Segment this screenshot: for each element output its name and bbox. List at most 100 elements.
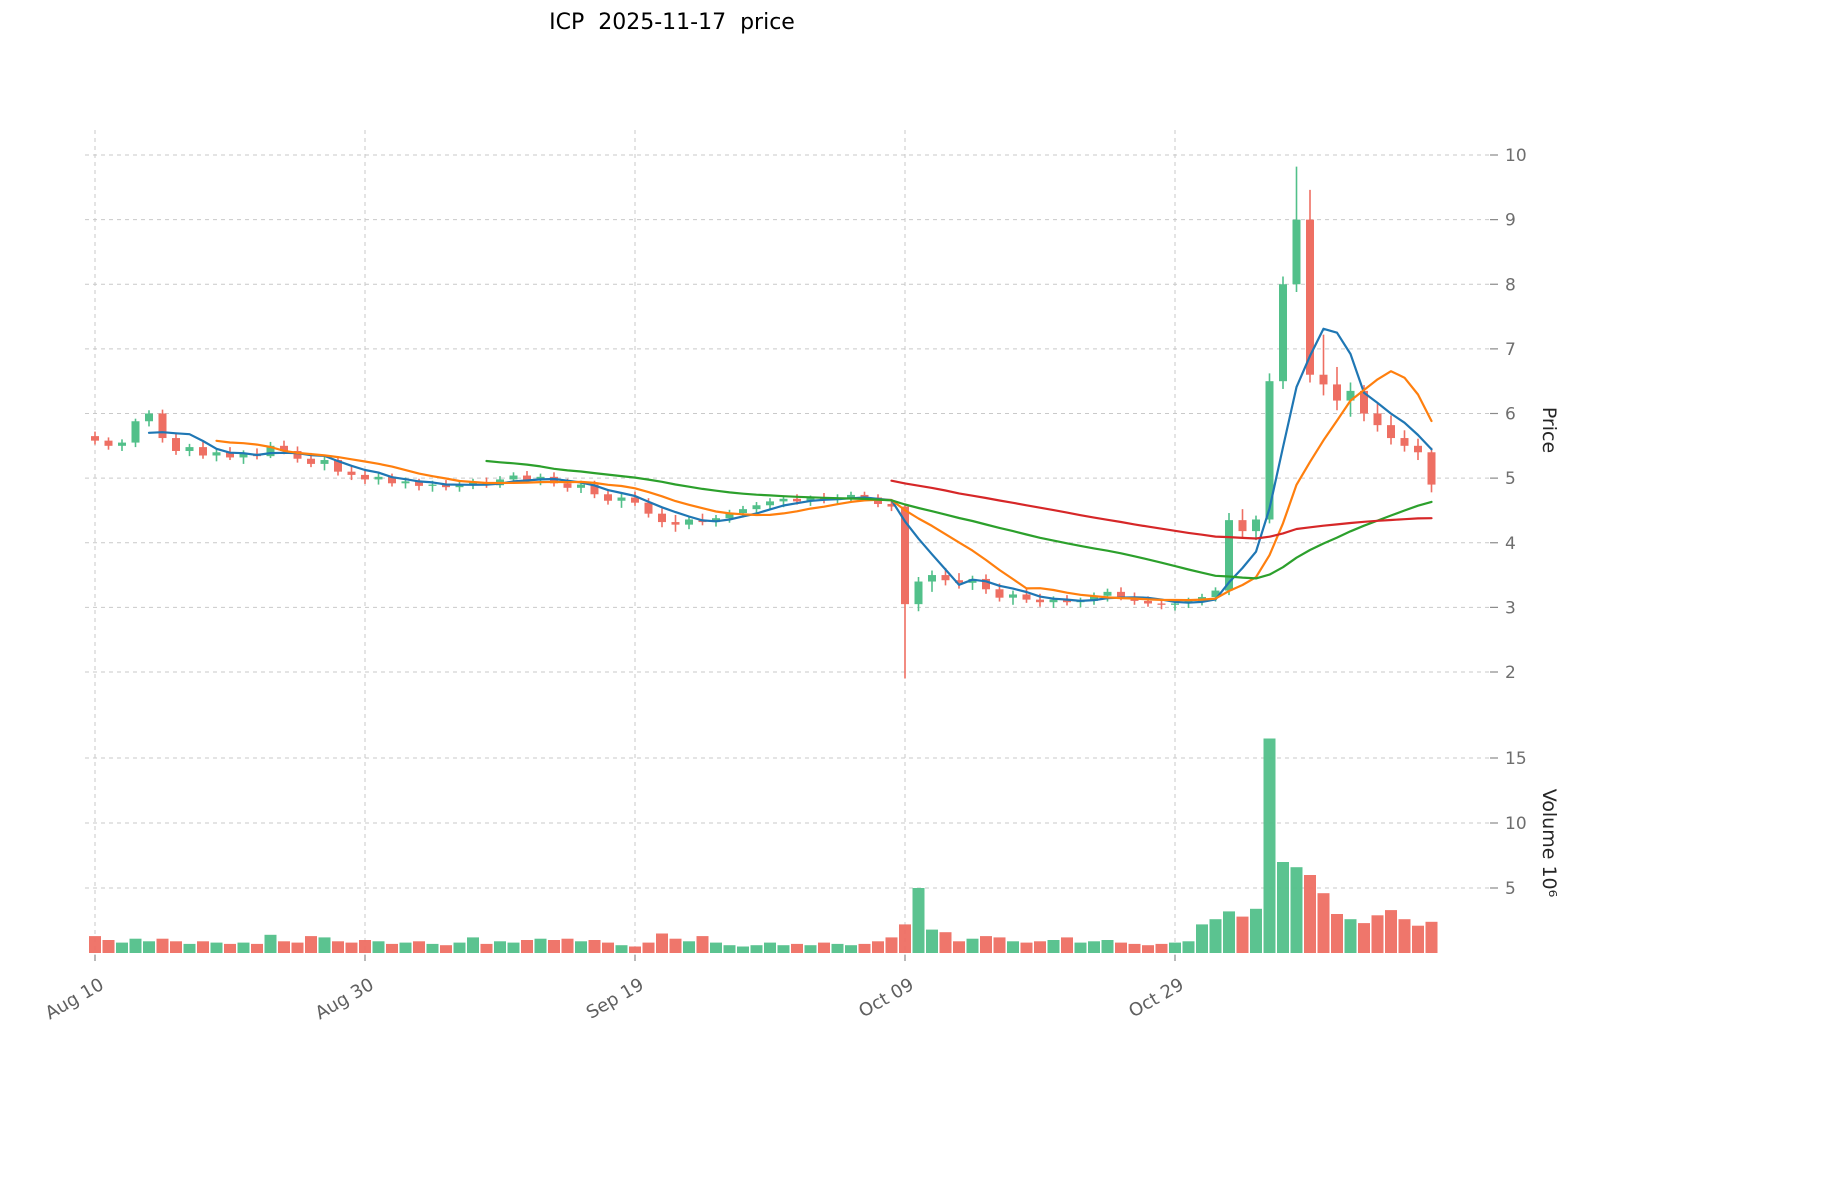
- candle-body: [401, 481, 410, 484]
- candle-body: [1022, 594, 1031, 600]
- candle-body: [1063, 599, 1071, 603]
- volume-bar: [1223, 911, 1235, 953]
- volume-tick-label: 5: [1505, 879, 1516, 899]
- candle-body: [469, 482, 477, 485]
- candle-body: [226, 452, 234, 458]
- candle-body: [428, 484, 437, 486]
- price-tick-label: 6: [1505, 405, 1516, 425]
- volume-bar: [1209, 919, 1222, 953]
- volume-bar: [305, 936, 317, 953]
- volume-bars: [89, 738, 1438, 953]
- volume-bar: [1412, 925, 1424, 953]
- volume-bar: [1250, 908, 1262, 953]
- candle-body: [631, 497, 639, 503]
- candle-body: [671, 522, 680, 525]
- candle-body: [91, 436, 99, 441]
- volume-bar: [251, 943, 263, 953]
- volume-bar: [818, 942, 830, 953]
- volume-bar: [143, 941, 155, 953]
- price-tick-label: 8: [1505, 275, 1516, 295]
- candle-body: [604, 494, 612, 501]
- candle-body: [212, 452, 221, 456]
- volume-bar: [480, 943, 493, 953]
- price-tick-label: 4: [1505, 534, 1516, 554]
- candle-body: [995, 589, 1004, 598]
- volume-bar: [89, 936, 101, 953]
- volume-bar: [291, 942, 304, 953]
- candle-body: [1225, 520, 1233, 591]
- volume-bar: [116, 942, 128, 953]
- candle-body: [158, 413, 167, 439]
- candles: [91, 166, 1436, 679]
- volume-bar: [750, 945, 763, 953]
- candle-body: [361, 474, 369, 480]
- chart-plot-area: 10 9 8 7 6 5 4 3 2 15 10 5 Aug 10 Aug 30 Sep 19 Oct 09 O…: [42, 130, 1527, 1024]
- volume-bar: [1425, 921, 1438, 953]
- volume-tick-label: 10: [1505, 814, 1527, 834]
- candle-body: [509, 475, 518, 480]
- volume-bar: [845, 945, 857, 953]
- volume-bar: [804, 945, 817, 953]
- volume-bar: [264, 934, 277, 953]
- price-axis-label: Price: [1538, 407, 1560, 453]
- candle-body: [1400, 438, 1409, 446]
- candle-body: [185, 447, 194, 451]
- candle-body: [347, 471, 356, 475]
- candle-body: [239, 453, 248, 458]
- volume-bar: [980, 936, 992, 953]
- volume-bar: [534, 938, 547, 953]
- volume-bar: [548, 940, 560, 953]
- volume-bar: [1074, 942, 1087, 953]
- volume-bar: [791, 943, 803, 953]
- candle-body: [941, 575, 950, 581]
- volume-bar: [1061, 937, 1073, 953]
- price-tick-label: 5: [1505, 469, 1516, 489]
- volume-bar: [588, 940, 601, 953]
- candle-body: [779, 498, 788, 502]
- candle-body: [563, 483, 572, 488]
- candle-body: [1103, 591, 1112, 596]
- volume-bar: [1155, 943, 1168, 953]
- candle-body: [914, 581, 923, 605]
- volume-bar: [494, 941, 506, 953]
- volume-bar: [1371, 915, 1384, 953]
- candle-body: [1319, 374, 1328, 385]
- volume-tick-label: 15: [1505, 749, 1527, 769]
- candle-body: [1171, 603, 1179, 605]
- candle-body: [1346, 390, 1355, 401]
- candle-body: [1373, 413, 1382, 426]
- candle-body: [172, 438, 180, 451]
- volume-bar: [629, 946, 641, 953]
- volume-bar: [1317, 893, 1330, 953]
- price-tick-label: 10: [1505, 146, 1527, 166]
- volume-bar: [1385, 910, 1397, 953]
- volume-bar: [615, 945, 628, 953]
- volume-bar: [602, 942, 614, 953]
- axis-ticks: 10 9 8 7 6 5 4 3 2 15 10 5 Aug 10 Aug 30 Sep 19 Oct 09 O…: [42, 146, 1527, 1024]
- volume-bar: [467, 937, 479, 953]
- candle-body: [1117, 591, 1125, 598]
- candle-body: [1238, 520, 1247, 532]
- candle-body: [1265, 381, 1274, 520]
- candle-body: [901, 506, 909, 605]
- candle-body: [1306, 219, 1314, 375]
- candle-body: [739, 509, 747, 514]
- volume-bar: [372, 941, 385, 953]
- volume-bar: [183, 943, 196, 953]
- candle-body: [442, 484, 450, 488]
- volume-bar: [1169, 942, 1181, 953]
- candle-body: [1049, 599, 1058, 603]
- ma-line-sma30: [485, 459, 1433, 580]
- volume-bar: [1277, 862, 1289, 953]
- candle-body: [415, 481, 423, 486]
- candle-body: [752, 505, 761, 510]
- volume-bar: [710, 942, 722, 953]
- volume-bar: [993, 937, 1006, 953]
- volume-bar: [318, 937, 331, 953]
- candle-body: [1414, 445, 1422, 453]
- candle-body: [577, 484, 585, 488]
- candle-body: [320, 460, 329, 464]
- candle-body: [1333, 384, 1341, 401]
- candle-body: [928, 575, 936, 582]
- volume-bar: [656, 933, 668, 953]
